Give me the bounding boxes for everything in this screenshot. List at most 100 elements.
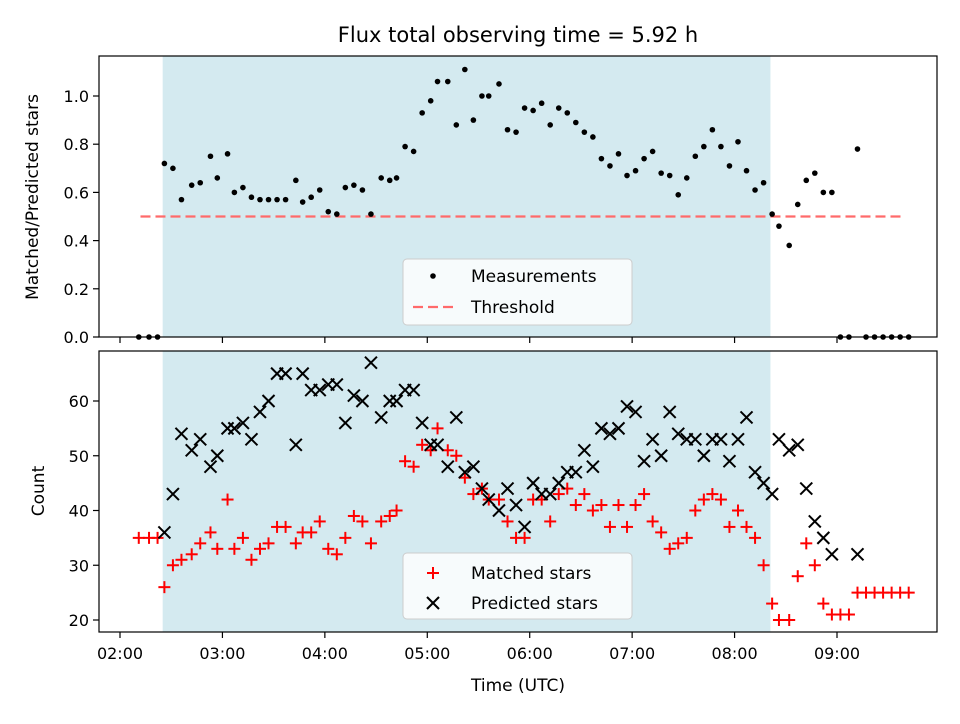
predicted-star-point [364,355,378,370]
matched-star-point [655,526,668,539]
measurement-point [675,192,682,198]
predicted-star-point [697,449,711,463]
bottom-x-tick-label: 09:00 [814,644,860,663]
matched-star-point [740,520,753,533]
measurement-point [342,184,349,191]
predicted-star-point [174,427,189,441]
measurement-point [743,167,750,174]
measurement-point [231,189,238,196]
measurement-point [624,172,630,179]
matched-star-point [347,509,360,522]
matched-star-point [364,537,377,550]
matched-star-point [253,542,266,555]
measurement-point [555,105,562,111]
matched-star-point [714,493,727,506]
matched-star-point [757,559,770,572]
matched-star-point [518,531,531,544]
predicted-star-point [714,432,728,447]
predicted-star-point [543,487,557,501]
matched-star-point [902,586,915,599]
measurement-point [521,105,528,111]
measurement-point [718,143,724,150]
measurement-point [496,81,502,87]
measurement-point [224,151,231,157]
matched-star-point [151,531,164,544]
matched-star-point [603,520,616,533]
measurement-point [538,100,545,107]
matched-star-point [723,520,736,533]
predicted-star-point [347,388,361,403]
matched-star-point [783,614,796,626]
measurement-point [632,167,639,174]
chart-title: Flux total observing time = 5.92 h [338,23,698,47]
top-axes-frame [98,55,938,338]
predicted-star-point [441,459,455,474]
matched-star-point [791,570,804,583]
matched-star-point [289,537,302,550]
predicted-star-point [671,427,685,441]
predicted-star-point [688,432,703,447]
measurement-point [434,78,441,85]
matched-star-point [175,553,188,566]
measurement-point [368,211,374,217]
measurement-point [351,182,357,188]
predicted-star-point [157,525,172,540]
predicted-star-point [662,405,677,419]
measurement-point [170,165,176,172]
matched-star-point [621,520,634,533]
bottom-y-axis-label: Count [29,465,49,516]
matched-star-point [185,548,198,561]
predicted-star-point [816,531,831,545]
matched-star-point [407,460,420,473]
matched-star-point [390,504,403,517]
predicted-star-point [569,465,583,479]
measurement-point [649,148,656,155]
matched-star-point [663,542,676,555]
matched-star-point [204,526,217,539]
matched-star-point [458,471,471,484]
measurement-point [178,196,185,203]
matched-star-point [586,504,599,517]
matched-star-point [424,444,437,457]
measurement-point [530,107,536,114]
predicted-star-point [330,377,344,392]
matched-star-point [766,597,779,610]
measurement-point [564,110,571,116]
measurement-point [776,223,782,229]
predicted-star-point [509,498,523,512]
matched-star-point [612,499,625,512]
predicted-star-point [825,547,839,562]
measurement-point [769,211,775,217]
bottom-x-tick-label: 02:00 [97,644,143,663]
bottom-x-axis-label: Time (UTC) [470,676,565,696]
legend-predicted-label: Predicted stars [471,594,598,614]
legend-threshold-label: Threshold [470,298,555,318]
predicted-star-point [449,410,464,425]
predicted-star-point [236,416,250,430]
bottom-y-tick-label: 20 [69,611,89,630]
measurement-point [402,143,408,150]
measurement-point [393,175,400,181]
matched-star-point [501,515,514,528]
bottom-y-tick-label: 60 [69,392,89,411]
top-legend: Measurements Threshold [402,258,633,326]
measurement-point [726,163,733,169]
matched-star-point [313,515,326,528]
matched-star-point [697,493,710,506]
measurement-point [325,208,332,215]
predicted-star-point [722,454,737,468]
legend-predicted-marker [426,596,440,610]
predicted-star-point [799,481,813,496]
matched-star-point [706,488,719,501]
predicted-star-point [295,366,310,381]
measurement-point [803,177,810,184]
bottom-y-tick-label: 40 [69,502,89,521]
matched-star-point [262,537,275,550]
matched-star-point [431,422,444,435]
matched-star-point [800,537,813,550]
measurement-point [299,199,306,205]
predicted-star-point [645,432,660,447]
measurement-point [607,163,613,169]
matched-star-point [399,455,412,468]
predicted-star-point [374,410,388,425]
